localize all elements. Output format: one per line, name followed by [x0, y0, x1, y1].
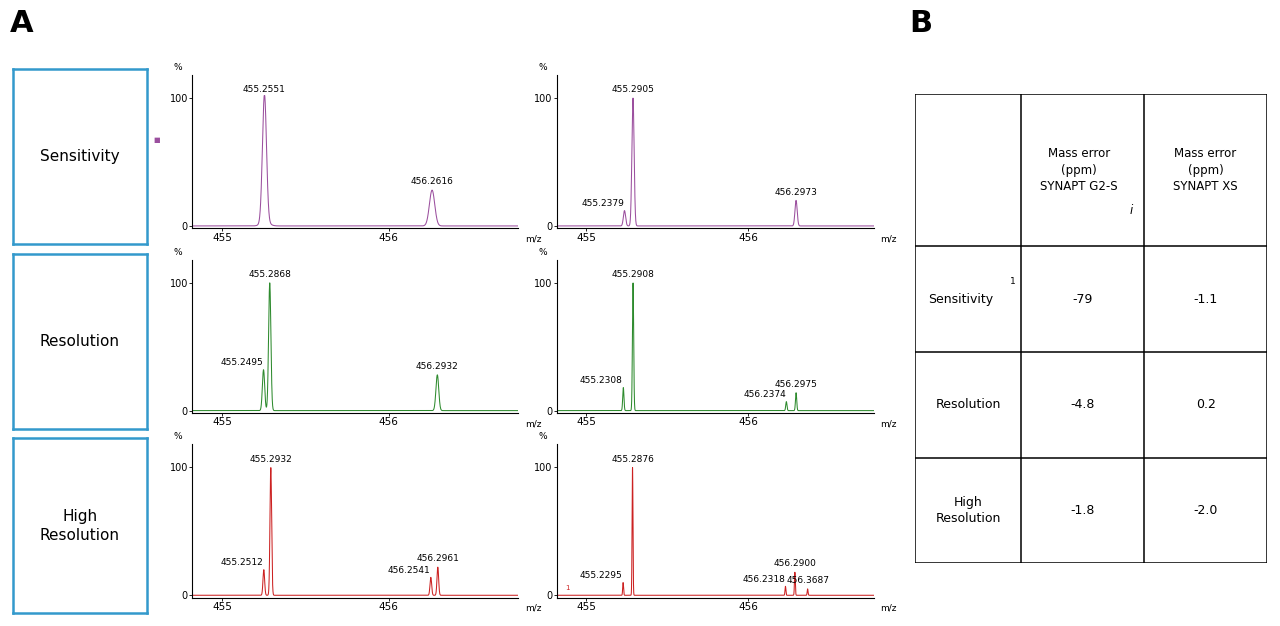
Text: %: %: [174, 248, 182, 257]
Text: 455.2379: 455.2379: [581, 199, 623, 208]
Text: 455.2295: 455.2295: [580, 571, 622, 580]
Text: 1: 1: [1010, 277, 1016, 286]
Text: m/z: m/z: [525, 419, 541, 428]
Text: %: %: [539, 63, 548, 72]
Text: 456.2973: 456.2973: [774, 188, 818, 197]
Text: m/z: m/z: [525, 235, 541, 244]
Text: 456.2932: 456.2932: [416, 362, 458, 371]
Text: -79: -79: [1073, 293, 1093, 306]
Text: SYNAPT XS: SYNAPT XS: [664, 29, 767, 44]
Text: Mass error
(ppm)
SYNAPT XS: Mass error (ppm) SYNAPT XS: [1174, 147, 1238, 193]
Text: 456.2616: 456.2616: [411, 177, 453, 187]
Text: m/z: m/z: [881, 419, 897, 428]
Text: 455.2876: 455.2876: [611, 454, 654, 464]
Text: 456.2541: 456.2541: [388, 566, 430, 575]
Text: 455.2512: 455.2512: [220, 558, 264, 567]
Text: 456.3687: 456.3687: [786, 576, 829, 585]
Text: 455.2868: 455.2868: [248, 270, 291, 279]
Text: A: A: [10, 9, 33, 38]
Text: m/z: m/z: [881, 235, 897, 244]
Text: 455.2308: 455.2308: [580, 376, 623, 385]
Text: High
Resolution: High Resolution: [936, 496, 1001, 525]
Text: Mass error
(ppm)
SYNAPT G2-S: Mass error (ppm) SYNAPT G2-S: [1041, 147, 1117, 193]
Text: ■: ■: [154, 136, 160, 143]
Text: -2.0: -2.0: [1193, 504, 1217, 517]
Text: 456.2961: 456.2961: [416, 554, 460, 563]
Text: m/z: m/z: [881, 604, 897, 613]
Text: B: B: [909, 9, 932, 38]
Text: High
Resolution: High Resolution: [40, 509, 120, 543]
Text: %: %: [174, 433, 182, 441]
Text: %: %: [539, 248, 548, 257]
Text: 456.2900: 456.2900: [773, 560, 817, 568]
Text: 0.2: 0.2: [1196, 398, 1216, 411]
Text: -4.8: -4.8: [1070, 398, 1094, 411]
Text: 455.2908: 455.2908: [612, 270, 654, 279]
Text: Resolution: Resolution: [936, 398, 1001, 411]
Text: -1.1: -1.1: [1193, 293, 1217, 306]
Text: %: %: [539, 433, 548, 441]
Text: Sensitivity: Sensitivity: [928, 293, 993, 306]
Text: Sensitivity: Sensitivity: [40, 149, 120, 164]
Text: -1.8: -1.8: [1070, 504, 1094, 517]
Text: 455.2905: 455.2905: [612, 85, 654, 95]
Text: 455.2495: 455.2495: [220, 358, 262, 367]
Text: %: %: [174, 63, 182, 72]
Text: 455.2551: 455.2551: [243, 85, 285, 95]
Text: 1: 1: [564, 585, 570, 591]
Text: 455.2932: 455.2932: [250, 454, 292, 464]
Text: 456.2374: 456.2374: [744, 390, 786, 399]
Text: SYNAPT G2-S: SYNAPT G2-S: [221, 29, 340, 44]
Text: i: i: [343, 29, 348, 44]
Text: m/z: m/z: [525, 604, 541, 613]
Text: 456.2318: 456.2318: [742, 575, 785, 584]
Text: i: i: [1130, 203, 1133, 217]
Text: 456.2975: 456.2975: [774, 380, 818, 389]
Text: Resolution: Resolution: [40, 334, 120, 349]
